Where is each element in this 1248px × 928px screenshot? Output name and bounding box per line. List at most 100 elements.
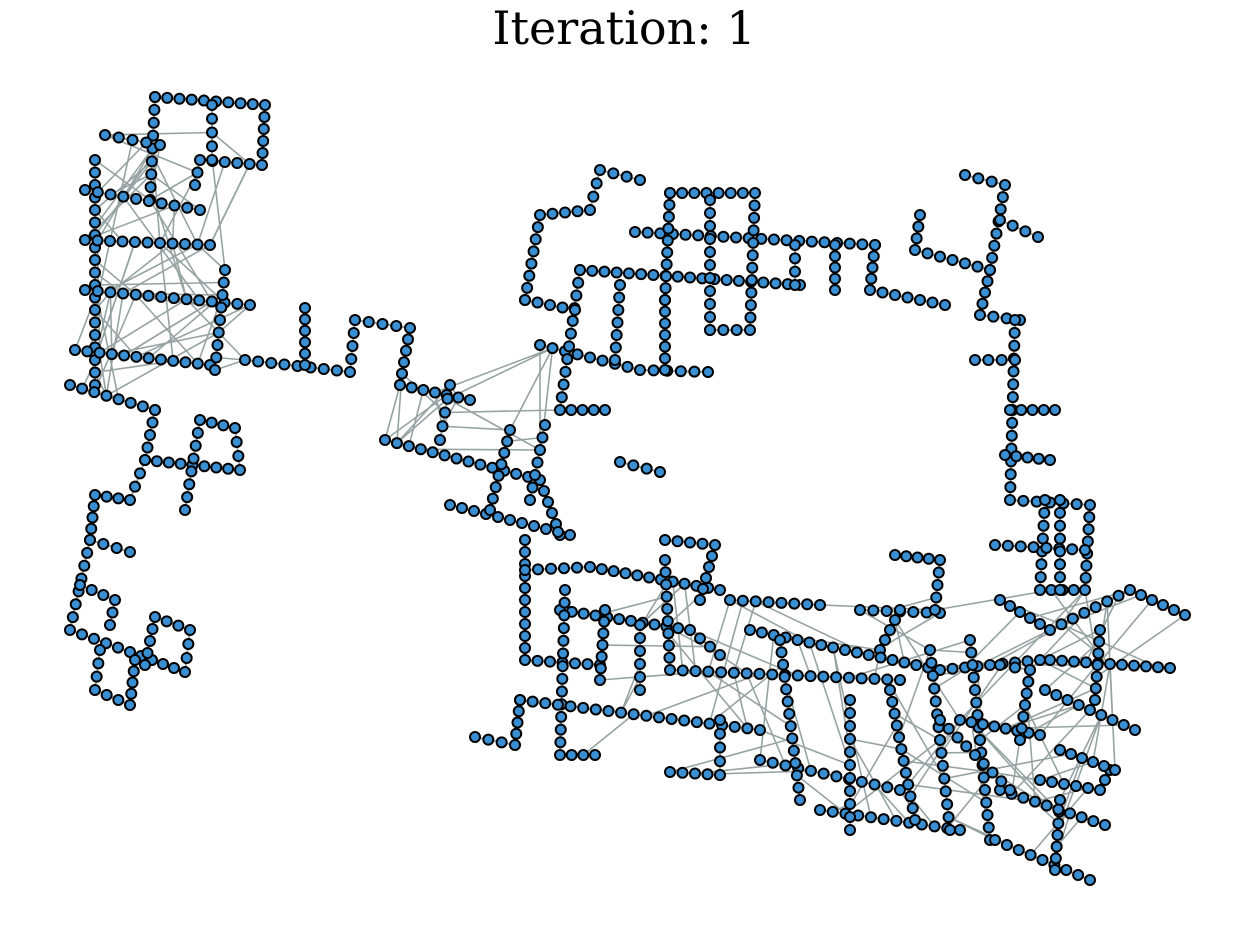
node: [898, 656, 911, 669]
node: [1065, 748, 1077, 760]
node: [211, 339, 224, 351]
node: [1012, 844, 1025, 856]
node: [492, 469, 505, 482]
node: [704, 311, 716, 323]
node: [577, 701, 590, 714]
edge: [447, 398, 541, 451]
node: [665, 712, 678, 725]
node: [789, 239, 801, 251]
node: [989, 539, 1001, 551]
node: [714, 769, 726, 781]
node: [679, 228, 692, 241]
node: [660, 270, 673, 283]
node: [982, 821, 995, 834]
node: [659, 282, 672, 295]
node: [676, 187, 689, 199]
node: [179, 666, 191, 678]
node: [775, 646, 788, 659]
node: [789, 279, 801, 291]
node: [182, 638, 195, 650]
node: [1038, 506, 1051, 519]
edge: [642, 584, 667, 624]
node: [826, 805, 839, 818]
node: [1070, 780, 1082, 792]
node: [394, 379, 406, 391]
node: [634, 632, 646, 644]
node: [689, 665, 702, 678]
node: [688, 187, 701, 199]
node: [1061, 694, 1074, 706]
node: [534, 339, 546, 351]
node: [444, 379, 456, 391]
node: [69, 344, 81, 356]
node: [934, 734, 946, 746]
node: [749, 187, 761, 199]
edges: [69, 96, 1186, 881]
node: [659, 340, 671, 353]
node: [1082, 782, 1094, 794]
node: [788, 597, 801, 610]
node: [559, 584, 571, 596]
node: [141, 236, 154, 249]
nodes: [64, 91, 1191, 886]
edge: [873, 784, 910, 824]
node: [995, 354, 1008, 366]
node: [614, 456, 626, 468]
node: [142, 289, 155, 302]
node: [664, 766, 676, 778]
node: [867, 250, 880, 263]
node: [748, 211, 761, 224]
node: [661, 615, 674, 628]
node: [986, 251, 999, 264]
node: [629, 226, 641, 238]
node: [684, 271, 696, 284]
node: [754, 754, 766, 766]
node: [986, 766, 999, 779]
node: [1034, 654, 1046, 666]
node: [519, 582, 531, 594]
node: [842, 671, 855, 684]
node: [964, 634, 976, 646]
node: [129, 480, 141, 493]
edge: [94, 281, 224, 286]
node: [774, 634, 786, 646]
node: [701, 768, 714, 781]
node: [844, 772, 856, 784]
edge: [447, 347, 553, 400]
node: [74, 579, 86, 591]
node: [154, 353, 167, 366]
node: [1044, 454, 1056, 466]
node: [1068, 655, 1080, 668]
node: [94, 644, 106, 656]
node: [662, 627, 675, 640]
node: [886, 695, 899, 708]
edge: [886, 679, 945, 779]
node: [980, 796, 993, 809]
node: [924, 644, 936, 656]
node: [815, 639, 828, 651]
node: [714, 649, 726, 661]
node: [714, 755, 726, 768]
node: [97, 538, 110, 550]
node: [519, 564, 531, 576]
node: [690, 716, 703, 729]
node: [112, 694, 125, 706]
node: [556, 672, 569, 685]
edge: [844, 739, 941, 815]
node: [81, 546, 94, 559]
node: [124, 546, 136, 558]
node: [189, 439, 202, 452]
node: [565, 749, 578, 761]
title: Iteration: 1: [492, 1, 756, 55]
node: [745, 286, 758, 299]
node: [464, 394, 476, 406]
node: [278, 358, 291, 371]
node: [1054, 494, 1066, 506]
node: [554, 736, 567, 749]
node: [766, 668, 779, 681]
node: [1094, 624, 1106, 636]
node: [994, 203, 1007, 216]
node: [129, 654, 141, 666]
node: [615, 706, 628, 719]
node: [934, 554, 946, 566]
